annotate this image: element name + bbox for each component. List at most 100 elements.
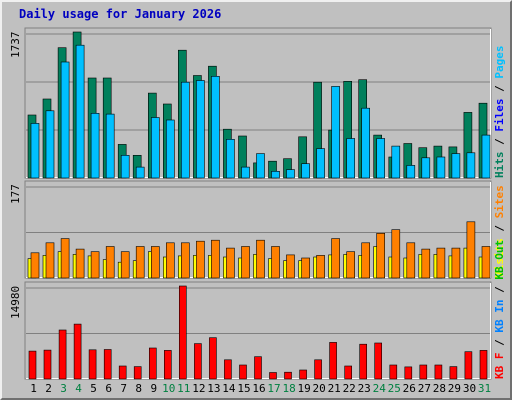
bar-pages (451, 153, 461, 179)
x-tick-label: 2 (45, 382, 52, 395)
bar-pages (406, 165, 416, 179)
bar-sites (346, 251, 356, 279)
bar-sites (331, 238, 340, 279)
bar-kbf (479, 350, 488, 380)
x-tick-label: 8 (135, 382, 142, 395)
bar-sites (105, 246, 115, 279)
bar-pages (331, 86, 340, 179)
bar-kbf (194, 343, 202, 380)
bar-pages (391, 145, 401, 179)
bar-sites (391, 229, 401, 279)
x-tick-label: 31 (478, 382, 491, 395)
x-tick-label: 3 (60, 382, 67, 395)
chart-panels: 1737 Hits / Files / Pages 177 Visits / Site… (9, 27, 506, 380)
bar-kbf (419, 364, 428, 380)
x-tick-label: 20 (312, 382, 325, 395)
legend-separator: / (493, 132, 506, 152)
bar-sites (376, 233, 386, 279)
x-tick-labels: 1 2 3 4 5 6 7 8 9 10 11 12 13 14 15 16 17 18 19 20 21 22 23 24 2… (30, 382, 491, 395)
x-tick-label: 6 (105, 382, 112, 395)
bar-pages (75, 44, 85, 179)
bar-sites (181, 242, 190, 279)
legend-separator: / (493, 79, 506, 99)
x-tick-label: 17 (267, 382, 280, 395)
chart-title: Daily usage for January 2026 (19, 7, 221, 21)
x-tick-label: 29 (448, 382, 461, 395)
bar-pages (421, 157, 431, 179)
bar-pages (151, 117, 160, 179)
x-tick-label: 15 (237, 382, 250, 395)
bar-sites (421, 248, 431, 279)
x-tick-label: 30 (463, 382, 476, 395)
bar-pages (271, 171, 280, 179)
bar-kbf (464, 351, 473, 380)
bar-sites (45, 242, 55, 279)
bar-pages (376, 138, 386, 179)
x-tick-label: 5 (90, 382, 97, 395)
bar-pages (466, 152, 476, 179)
bar-pages (30, 123, 40, 179)
bar-kbf (434, 364, 443, 380)
legend-separator: / (493, 280, 506, 300)
y-max-label: 14980 (9, 286, 22, 319)
bar-kbf (209, 337, 217, 380)
panel-kbf-kbin-kbout: 14980 KB F / KB In / KB Out (9, 240, 506, 380)
legend-item: Visits (493, 238, 506, 278)
bar-kbf (344, 365, 353, 380)
bar-sites (286, 254, 295, 279)
bar-sites (361, 242, 371, 279)
legend: Hits / Files / Pages (493, 46, 506, 179)
bar-sites (436, 247, 446, 279)
legend: Visits / Sites (493, 185, 506, 278)
x-tick-label: 24 (373, 382, 387, 395)
x-tick-label: 25 (388, 382, 401, 395)
bar-pages (286, 169, 295, 179)
bar-kbf (284, 371, 292, 380)
x-tick-label: 12 (192, 382, 205, 395)
bar-sites (256, 239, 265, 279)
x-tick-label: 4 (75, 382, 82, 395)
x-tick-label: 27 (418, 382, 431, 395)
bar-sites (166, 242, 175, 279)
legend-separator: / (493, 333, 506, 353)
bar-kbf (43, 349, 52, 380)
bar-sites (301, 257, 310, 279)
bar-sites (196, 240, 205, 279)
panel-hits-files-pages: 1737 Hits / Files / Pages (9, 27, 506, 179)
x-tick-label: 28 (433, 382, 446, 395)
legend-text: Hits / Files / Pages (493, 46, 506, 179)
bar-pages (481, 134, 491, 179)
legend-item: KB Out (493, 240, 506, 280)
x-tick-label: 22 (343, 382, 356, 395)
bar-sites (241, 246, 250, 279)
x-tick-label: 7 (120, 382, 127, 395)
bar-pages (301, 163, 310, 179)
legend-item: Files (493, 99, 506, 132)
bar-kbf (224, 359, 232, 380)
bar-kbf (359, 343, 368, 380)
bar-pages (181, 81, 190, 179)
plot-area (24, 27, 492, 179)
bar-kbf (239, 364, 247, 380)
bar-sites (135, 246, 145, 279)
bar-kbf (179, 285, 187, 380)
bar-pages (361, 107, 371, 179)
x-tick-label: 14 (222, 382, 236, 395)
x-tick-label: 10 (162, 382, 175, 395)
bar-pages (45, 110, 55, 179)
bar-pages (211, 76, 220, 179)
bar-sites (316, 255, 325, 279)
bar-pages (346, 138, 356, 179)
bar-kbf (58, 329, 67, 380)
bar-pages (90, 113, 100, 179)
bar-sites (466, 221, 476, 279)
bar-kbf (374, 342, 383, 380)
bar-sites (406, 242, 416, 279)
bar-kbf (164, 350, 172, 380)
x-tick-label: 23 (358, 382, 371, 395)
bar-pages (196, 80, 205, 179)
bar-pages (105, 113, 115, 179)
bar-sites (151, 246, 160, 279)
bar-pages (316, 148, 325, 179)
